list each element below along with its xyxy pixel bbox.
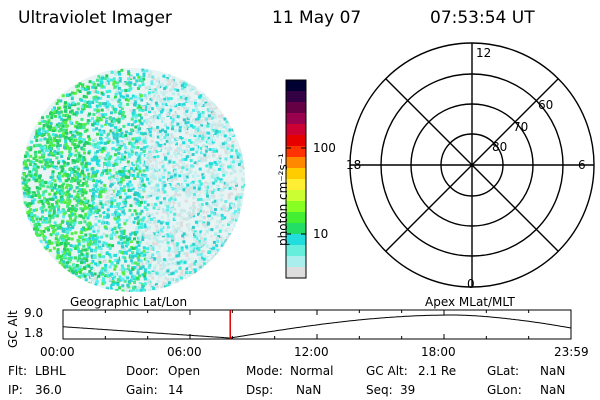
earth-uv-image (21, 68, 245, 292)
orbit-plot (62, 309, 572, 340)
color-bar-band (286, 113, 306, 125)
mlt-label-0: 0 (467, 277, 475, 291)
color-bar-band (286, 124, 306, 136)
altitude-curve (62, 314, 572, 339)
glon-value: NaN (540, 383, 566, 397)
filter-label: Flt: (8, 364, 27, 378)
x-tick-0000: 00:00 (40, 345, 75, 359)
image-time: 07:53:54 UT (430, 8, 535, 28)
gc-alt-label: GC Alt: (366, 364, 408, 378)
ip-value: 36.0 (35, 383, 62, 397)
color-bar-unit-label: photon cm⁻²s⁻¹ (276, 153, 290, 246)
color-bar-band (286, 245, 306, 257)
mlt-label-18: 18 (346, 158, 362, 172)
glat-label: GLat: (487, 364, 520, 378)
door-value: Open (168, 364, 201, 378)
mode-value: Normal (290, 364, 334, 378)
glon-label: GLon: (487, 383, 522, 397)
seq-label: Seq: (366, 383, 393, 397)
color-bar-band (286, 91, 306, 103)
color-bar-band (286, 234, 306, 246)
y-tick-low: 1.8 (24, 326, 44, 340)
mlat-label-60: 60 (538, 98, 554, 112)
color-bar-band (286, 190, 306, 202)
instrument-title: Ultraviolet Imager (18, 8, 172, 28)
color-bar-band (286, 146, 306, 158)
color-bar-frame (285, 79, 307, 279)
color-bar-label-10: 10 (313, 227, 329, 241)
x-tick-2359: 23:59 (554, 345, 589, 359)
intensity-color-bar (286, 80, 306, 279)
dsp-value: NaN (296, 383, 322, 397)
glat-value: NaN (540, 364, 566, 378)
color-bar-band (286, 157, 306, 169)
x-tick-1200: 12:00 (294, 345, 329, 359)
color-bar-band (286, 201, 306, 213)
seq-value: 39 (400, 383, 416, 397)
color-bar-band (286, 267, 306, 279)
gc-alt-value: 2.1 Re (418, 364, 457, 378)
ip-label: IP: (8, 383, 23, 397)
gain-label: Gain: (126, 383, 158, 397)
color-bar-band (286, 168, 306, 180)
dsp-label: Dsp: (246, 383, 274, 397)
apex-label: Apex MLat/MLT (425, 295, 515, 309)
color-bar-band (286, 256, 306, 268)
door-label: Door: (126, 364, 159, 378)
mlat-label-70: 70 (513, 120, 529, 134)
polar-grid (349, 42, 595, 288)
color-bar-band (286, 102, 306, 114)
image-date: 11 May 07 (272, 8, 362, 28)
mode-label: Mode: (246, 364, 283, 378)
gc-alt-axis-label: GC Alt (6, 310, 20, 348)
geographic-label: Geographic Lat/Lon (70, 295, 188, 309)
color-bar-band (286, 179, 306, 191)
color-bar-band (286, 80, 306, 92)
x-tick-1800: 18:00 (421, 345, 456, 359)
color-bar-band (286, 135, 306, 147)
color-bar-label-100: 100 (313, 141, 336, 155)
y-tick-high: 9.0 (24, 306, 44, 320)
color-bar-band (286, 212, 306, 224)
mlt-label-6: 6 (578, 158, 586, 172)
mlt-label-12: 12 (476, 46, 492, 60)
polar-diagonal-b (385, 78, 559, 252)
gain-value: 14 (168, 383, 184, 397)
x-tick-0600: 06:00 (167, 345, 202, 359)
color-bar-band (286, 223, 306, 235)
filter-value: LBHL (35, 364, 66, 378)
mlat-label-80: 80 (492, 140, 508, 154)
